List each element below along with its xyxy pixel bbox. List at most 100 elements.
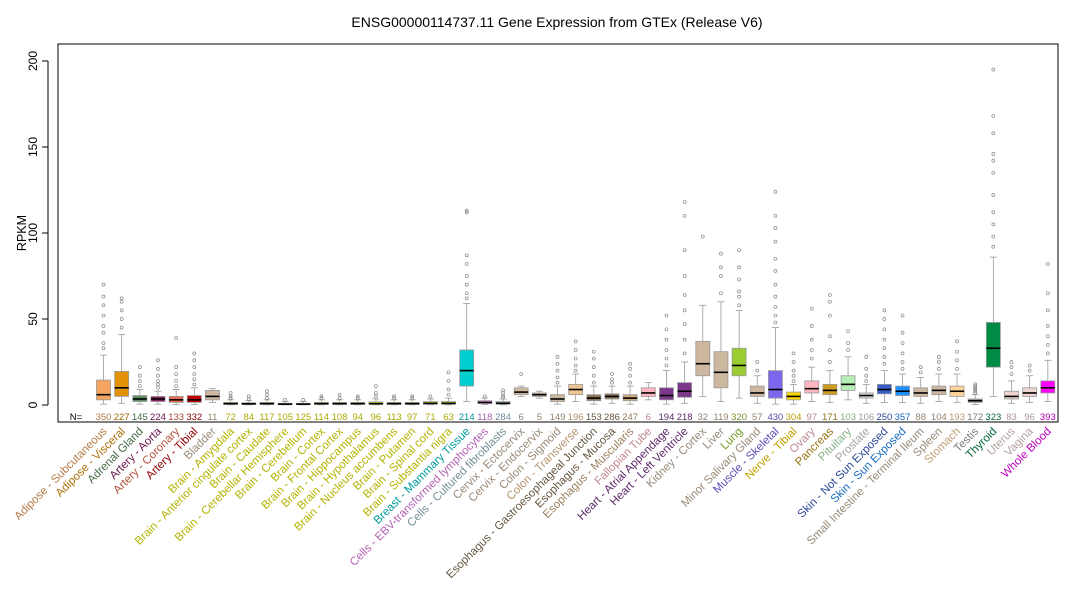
outlier-point bbox=[737, 265, 741, 270]
sample-count-label: 72 bbox=[225, 412, 236, 423]
outlier-point bbox=[682, 200, 687, 204]
outlier-point bbox=[682, 293, 687, 297]
outlier-point bbox=[573, 348, 578, 352]
outlier-point bbox=[973, 391, 978, 395]
outlier-point bbox=[1045, 324, 1050, 328]
outlier-point bbox=[773, 189, 778, 194]
outlier-point bbox=[1045, 334, 1050, 339]
box-iqr bbox=[840, 375, 856, 391]
outlier-point bbox=[773, 213, 778, 218]
sample-count-label: 97 bbox=[806, 412, 817, 423]
outlier-point bbox=[119, 317, 124, 321]
outlier-point bbox=[864, 373, 869, 378]
outlier-point bbox=[119, 308, 124, 313]
outlier-point bbox=[682, 213, 687, 218]
sample-count-label: 105 bbox=[277, 412, 293, 423]
outlier-point bbox=[555, 368, 560, 373]
outlier-point bbox=[828, 299, 832, 304]
outlier-point bbox=[174, 336, 178, 340]
outlier-point bbox=[1027, 363, 1032, 368]
outlier-point bbox=[464, 296, 469, 301]
box-49 bbox=[967, 382, 983, 405]
n-prefix-label: N= bbox=[70, 412, 83, 423]
outlier-point bbox=[555, 354, 560, 359]
outlier-point bbox=[174, 365, 178, 370]
outlier-point bbox=[464, 274, 469, 278]
outlier-point bbox=[955, 358, 959, 363]
outlier-point bbox=[446, 379, 451, 383]
outlier-point bbox=[719, 251, 723, 256]
box-3 bbox=[132, 365, 148, 405]
outlier-point bbox=[591, 356, 596, 361]
outlier-point bbox=[156, 385, 160, 390]
outlier-point bbox=[791, 373, 796, 378]
sample-count-label: 113 bbox=[386, 412, 401, 423]
box-15 bbox=[350, 394, 366, 406]
sample-count-label: 57 bbox=[752, 412, 763, 423]
box-11 bbox=[277, 397, 293, 406]
box-44 bbox=[876, 308, 892, 403]
outlier-point bbox=[101, 330, 106, 335]
outlier-point bbox=[355, 396, 360, 400]
outlier-point bbox=[937, 360, 941, 364]
outlier-point bbox=[973, 387, 978, 392]
outlier-point bbox=[119, 296, 124, 301]
box-29 bbox=[604, 372, 620, 404]
outlier-point bbox=[882, 346, 887, 351]
box-21 bbox=[459, 208, 475, 402]
outlier-point bbox=[682, 351, 687, 356]
outlier-point bbox=[1027, 368, 1032, 373]
outlier-point bbox=[809, 324, 814, 328]
outlier-point bbox=[337, 396, 342, 400]
box-iqr bbox=[913, 387, 929, 397]
box-7 bbox=[205, 388, 220, 403]
box-27 bbox=[568, 339, 584, 402]
y-tick-label: 200 bbox=[26, 51, 40, 71]
sample-count-label: 332 bbox=[186, 412, 202, 423]
box-46 bbox=[913, 365, 929, 404]
sample-count-label: 284 bbox=[495, 412, 511, 423]
outlier-point bbox=[791, 368, 796, 373]
box-16 bbox=[368, 384, 384, 406]
sample-count-label: 32 bbox=[697, 412, 708, 423]
outlier-point bbox=[501, 395, 505, 400]
sample-count-label: 149 bbox=[550, 412, 566, 423]
sample-count-label: 114 bbox=[314, 412, 329, 423]
sample-count-label: 119 bbox=[713, 412, 728, 423]
outlier-point bbox=[246, 394, 251, 399]
sample-count-label: 97 bbox=[407, 412, 418, 423]
box-18 bbox=[404, 394, 420, 406]
outlier-point bbox=[101, 303, 106, 308]
outlier-point bbox=[900, 341, 905, 345]
outlier-point bbox=[101, 346, 106, 351]
outlier-point bbox=[773, 256, 778, 261]
outlier-point bbox=[319, 396, 324, 400]
box-9 bbox=[241, 394, 257, 406]
outlier-point bbox=[301, 397, 306, 402]
outlier-point bbox=[374, 394, 378, 399]
y-tick-label: 100 bbox=[26, 223, 40, 243]
box-33 bbox=[677, 200, 693, 404]
outlier-point bbox=[392, 396, 396, 400]
outlier-point bbox=[156, 373, 160, 378]
outlier-point bbox=[991, 131, 996, 136]
box-iqr bbox=[513, 387, 529, 396]
sample-count-label: 96 bbox=[1024, 412, 1035, 423]
outlier-point bbox=[991, 210, 996, 215]
outlier-point bbox=[664, 313, 669, 318]
outlier-point bbox=[664, 356, 669, 361]
outlier-point bbox=[137, 379, 142, 383]
sample-count-label: 194 bbox=[659, 412, 675, 423]
box-20 bbox=[441, 370, 456, 406]
outlier-point bbox=[809, 337, 814, 342]
sample-count-label: 218 bbox=[677, 412, 693, 423]
sample-count-label: 393 bbox=[1040, 412, 1056, 423]
box-45 bbox=[895, 313, 910, 403]
box-iqr bbox=[749, 385, 765, 397]
sample-count-label: 250 bbox=[876, 412, 892, 423]
outlier-point bbox=[773, 305, 778, 309]
outlier-point bbox=[355, 394, 360, 399]
box-35 bbox=[713, 251, 729, 402]
box-iqr bbox=[985, 322, 1001, 368]
outlier-point bbox=[828, 293, 832, 297]
